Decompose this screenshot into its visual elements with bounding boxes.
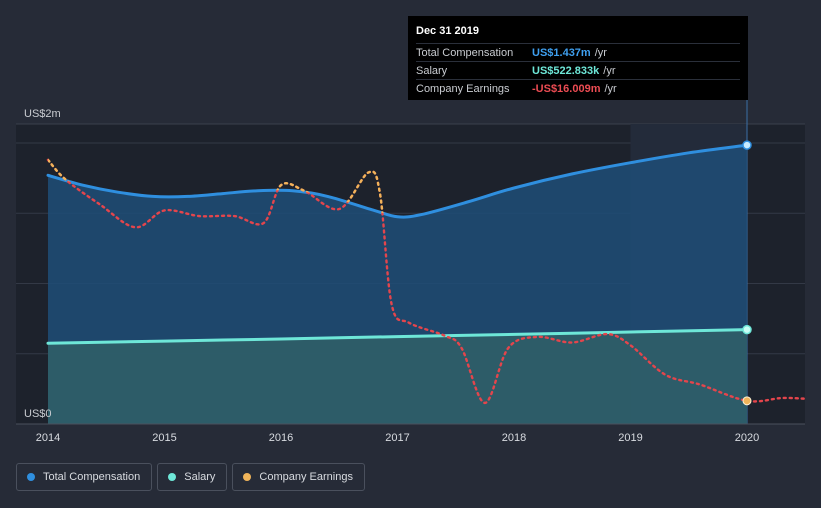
x-tick-label: 2019: [618, 432, 642, 444]
tooltip-unit: /yr: [594, 46, 607, 59]
legend-dot-icon: [27, 473, 35, 481]
tooltip-row-salary: Salary US$522.833k /yr: [416, 61, 740, 79]
axes: US$2m US$0 2014 2015 2016 2017 2018 2019 2020: [16, 108, 805, 444]
x-tick-label: 2015: [152, 432, 176, 444]
tooltip-unit: /yr: [604, 82, 617, 95]
legend-item-total-compensation[interactable]: Total Compensation: [16, 463, 153, 491]
hover-markers: [742, 140, 752, 406]
company-earnings-line-negative: [46, 158, 807, 405]
tooltip-label: Salary: [416, 64, 448, 77]
legend-dot-icon: [243, 473, 252, 481]
series-lines: [46, 143, 807, 405]
x-tick-label: 2014: [36, 432, 60, 444]
tooltip-unit: /yr: [603, 64, 616, 77]
total-compensation-line: [46, 143, 749, 219]
total-compensation-marker: [742, 140, 752, 150]
tooltip-value: -US$16.009m: [532, 82, 601, 95]
x-tick-label: 2016: [269, 432, 293, 444]
tooltip-row-company-earnings: Company Earnings -US$16.009m /yr: [416, 79, 740, 97]
tooltip-label: Total Compensation: [416, 46, 514, 59]
legend-label: Company Earnings: [259, 471, 353, 483]
legend-label: Total Compensation: [43, 471, 141, 483]
legend-item-salary[interactable]: Salary: [157, 463, 228, 491]
tooltip-label: Company Earnings: [416, 82, 510, 95]
x-tick-label: 2017: [385, 432, 409, 444]
tooltip-date: Dec 31 2019: [416, 25, 479, 37]
tooltip-value: US$1.437m: [532, 46, 591, 59]
legend-dot-icon: [168, 473, 177, 481]
legend-item-company-earnings[interactable]: Company Earnings: [232, 463, 365, 491]
y-tick-label: US$0: [24, 408, 52, 420]
company-earnings-marker: [742, 396, 752, 406]
x-tick-label: 2020: [735, 432, 759, 444]
salary-marker: [742, 324, 752, 335]
salary-line: [46, 328, 749, 345]
x-tick-label: 2018: [502, 432, 526, 444]
tooltip-row-total-compensation: Total Compensation US$1.437m /yr: [416, 43, 740, 61]
hover-tooltip: Dec 31 2019 Total Compensation US$1.437m…: [408, 16, 748, 100]
chart-legend: Total Compensation Salary Company Earnin…: [16, 463, 365, 491]
tooltip-value: US$522.833k: [532, 64, 600, 77]
y-tick-label: US$2m: [24, 108, 61, 120]
legend-label: Salary: [184, 471, 216, 483]
salary-area: [48, 329, 747, 424]
